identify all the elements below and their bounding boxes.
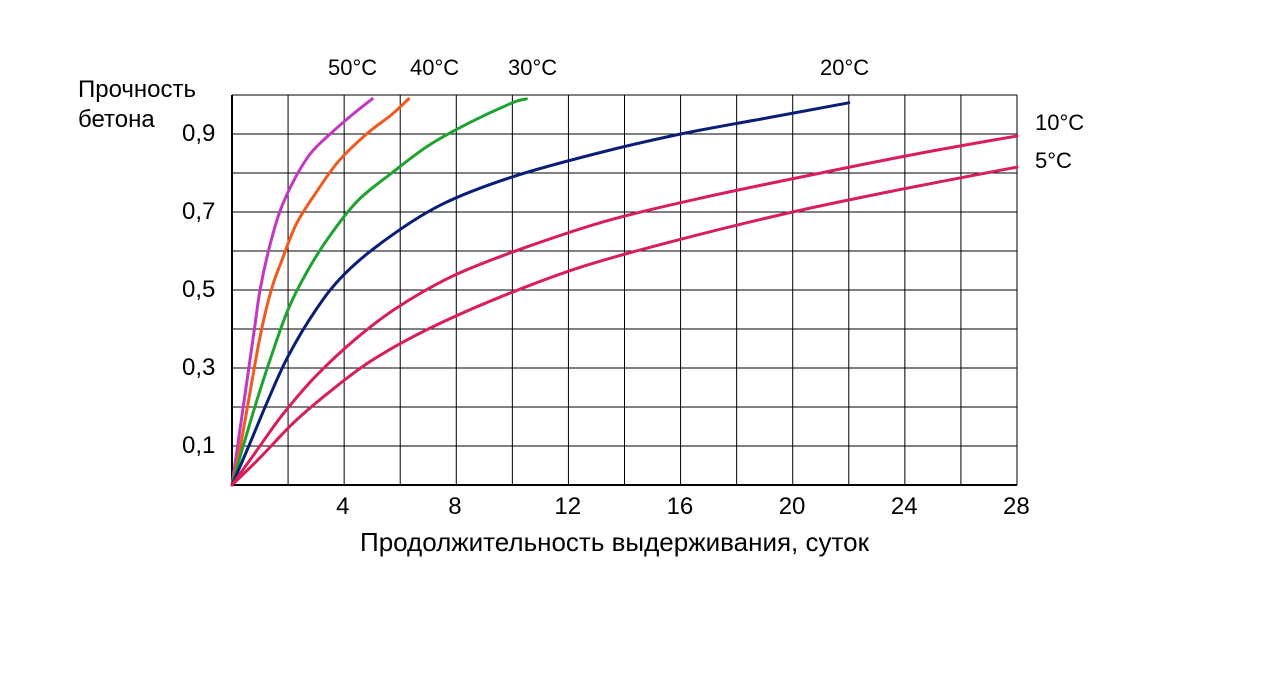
x-tick-label: 24 [891, 493, 918, 521]
y-tick-label: 0,7 [182, 198, 215, 226]
x-axis-title: Продолжительность выдерживания, суток [360, 527, 869, 558]
curve-label-50C: 50°C [328, 55, 377, 81]
y-tick-label: 0,9 [182, 120, 215, 148]
curve-label-20C: 20°C [820, 55, 869, 81]
y-tick-label: 0,1 [182, 432, 215, 460]
curve-label-40C: 40°C [410, 55, 459, 81]
y-tick-label: 0,5 [182, 276, 215, 304]
curve-label-30C: 30°C [508, 55, 557, 81]
y-tick-label: 0,3 [182, 354, 215, 382]
chart-container: Прочность бетона Продолжительность выдер… [0, 0, 1280, 676]
x-tick-label: 4 [336, 493, 349, 521]
x-tick-label: 20 [779, 493, 806, 521]
y-axis-title: Прочность бетона [78, 75, 196, 135]
x-tick-label: 8 [448, 493, 461, 521]
x-tick-label: 28 [1003, 493, 1030, 521]
x-tick-label: 12 [554, 493, 581, 521]
x-tick-label: 16 [667, 493, 694, 521]
curve-label-10C: 10°C [1035, 110, 1084, 136]
curve-label-5C: 5°C [1035, 148, 1072, 174]
